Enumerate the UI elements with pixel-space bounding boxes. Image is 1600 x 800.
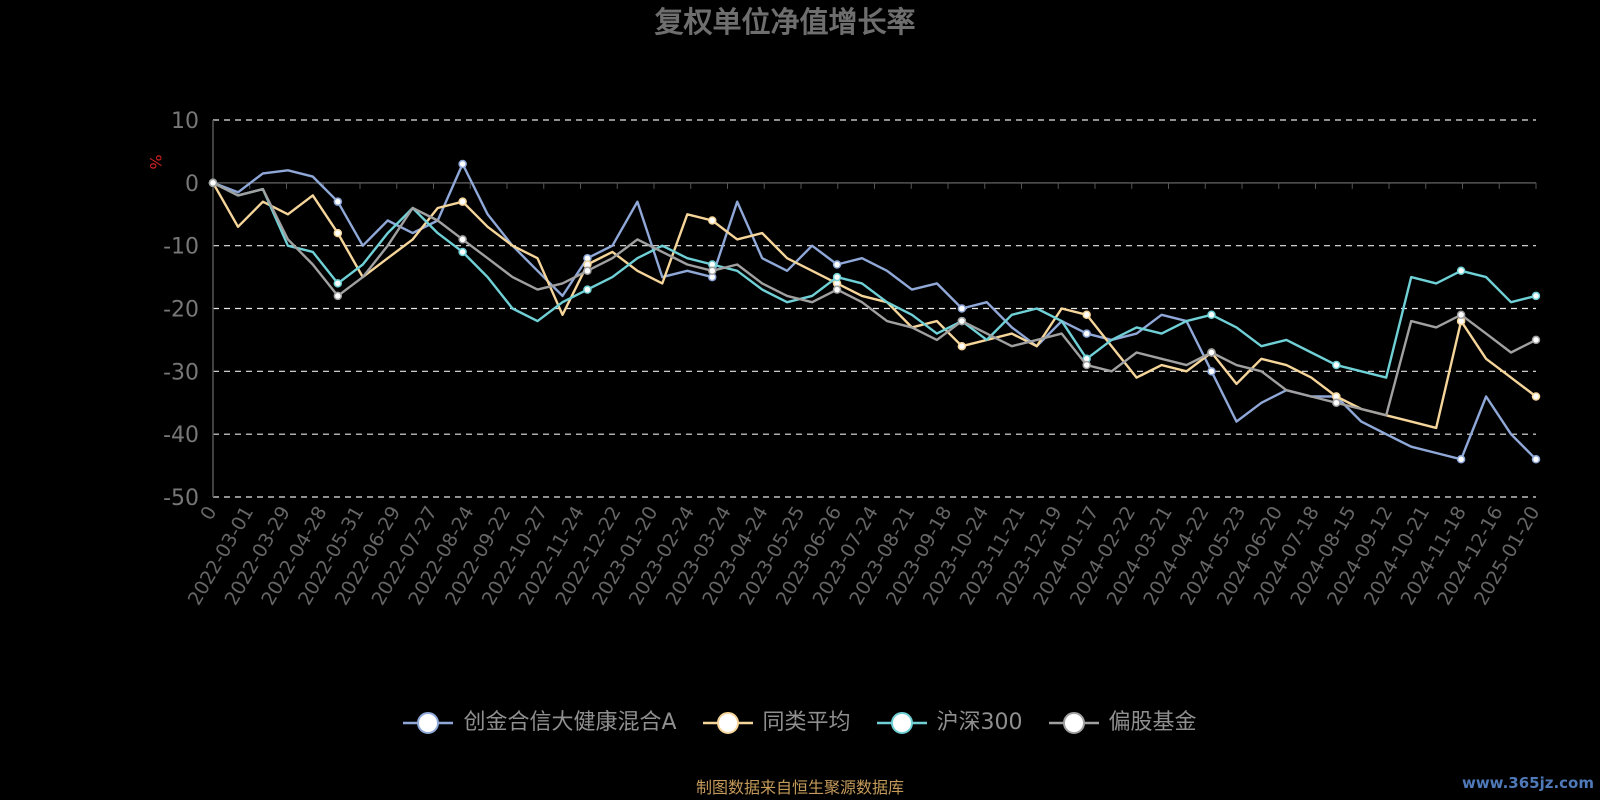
legend-swatch bbox=[876, 712, 927, 734]
series-point-2 bbox=[583, 285, 592, 294]
series-point-2 bbox=[1207, 310, 1216, 320]
y-tick-label: -40 bbox=[163, 423, 199, 448]
legend-swatch bbox=[403, 712, 454, 734]
series-point-3 bbox=[1207, 348, 1216, 357]
legend-item-0[interactable]: 创金合信大健康混合A bbox=[403, 710, 677, 736]
series-point-2 bbox=[832, 272, 842, 282]
series-point-0 bbox=[957, 304, 967, 313]
series-point-0 bbox=[1082, 329, 1091, 338]
data-source-note: 制图数据来自恒生聚源数据库 bbox=[695, 778, 904, 797]
series-point-1 bbox=[1082, 310, 1091, 320]
series-point-1 bbox=[458, 197, 467, 206]
y-axis-unit: % bbox=[146, 154, 165, 169]
series-point-1 bbox=[333, 228, 343, 238]
series-point-2 bbox=[333, 279, 343, 288]
series-point-1 bbox=[707, 216, 717, 225]
series-point-3 bbox=[333, 291, 343, 301]
legend-label: 创金合信大健康混合A bbox=[463, 710, 677, 735]
watermark: www.365jz.com bbox=[1461, 774, 1594, 792]
series-point-3 bbox=[1456, 310, 1466, 320]
series-line-1 bbox=[211, 182, 1537, 430]
series-point-0 bbox=[1531, 455, 1541, 464]
legend-label: 偏股基金 bbox=[1108, 710, 1197, 735]
series-point-3 bbox=[1531, 335, 1541, 345]
series-line-2 bbox=[212, 181, 1537, 379]
legend-swatch bbox=[702, 712, 753, 734]
series-point-3 bbox=[1332, 398, 1341, 407]
y-tick-label: -30 bbox=[163, 360, 199, 385]
series-point-1 bbox=[957, 341, 967, 351]
series-point-3 bbox=[458, 235, 467, 244]
series-point-3 bbox=[583, 266, 592, 276]
series-point-0 bbox=[832, 260, 842, 269]
series-point-3 bbox=[957, 316, 967, 326]
series-point-2 bbox=[458, 247, 467, 257]
series-point-3 bbox=[1082, 360, 1091, 370]
series-point-0 bbox=[333, 197, 343, 206]
series-line-3 bbox=[212, 181, 1537, 417]
y-tick-label: -20 bbox=[163, 298, 199, 323]
series-point-1 bbox=[1531, 392, 1541, 401]
legend-swatch bbox=[1048, 712, 1099, 734]
series-point-2 bbox=[1456, 266, 1466, 276]
series-point-3 bbox=[707, 266, 717, 276]
legend-item-3[interactable]: 偏股基金 bbox=[1048, 710, 1197, 736]
series-point-0 bbox=[458, 159, 467, 169]
series-point-0 bbox=[1207, 367, 1216, 376]
y-tick-label: -50 bbox=[163, 486, 199, 511]
chart-title: 复权单位净值增长率 bbox=[654, 5, 915, 39]
legend-item-1[interactable]: 同类平均 bbox=[702, 710, 851, 736]
legend-label: 同类平均 bbox=[762, 710, 851, 735]
series-point-2 bbox=[1332, 360, 1341, 370]
legend-item-2[interactable]: 沪深300 bbox=[876, 710, 1023, 736]
legend-label: 沪深300 bbox=[936, 710, 1023, 735]
series-point-3 bbox=[832, 285, 842, 294]
y-tick-label: -10 bbox=[163, 235, 199, 260]
legend: 创金合信大健康混合A 同类平均 沪深300 偏股基金 bbox=[0, 705, 1600, 741]
series-point-2 bbox=[1531, 291, 1541, 301]
series-point-0 bbox=[1456, 455, 1466, 464]
y-tick-label: 0 bbox=[185, 172, 199, 197]
y-tick-label: 10 bbox=[171, 109, 199, 134]
x-tick-label: 0 bbox=[196, 503, 221, 524]
series-point-3 bbox=[208, 178, 218, 188]
